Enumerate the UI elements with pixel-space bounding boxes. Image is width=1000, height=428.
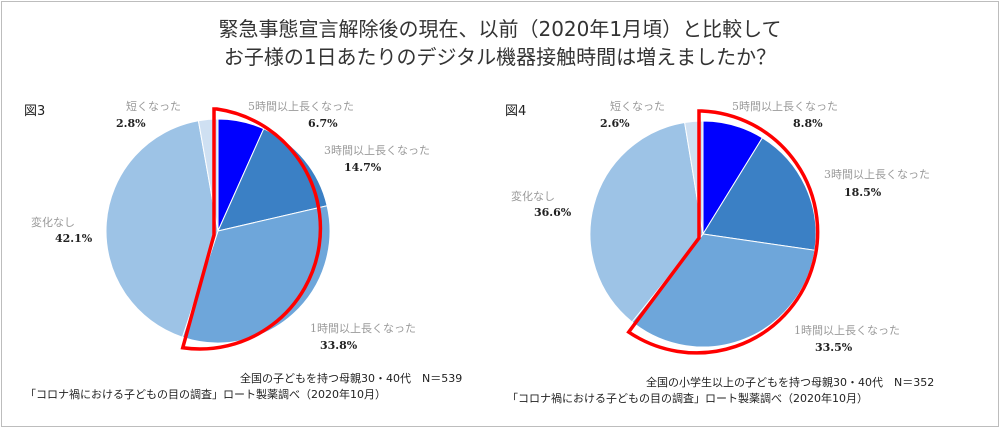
figure-4-label: 図4 — [505, 104, 527, 119]
fig3-label-nochange: 変化なし — [31, 216, 75, 229]
fig3-value-shorter: 2.8% — [116, 117, 146, 130]
fig4-label-5h: 5時間以上長くなった — [732, 100, 838, 113]
fig3-highlight-outline — [180, 107, 323, 351]
fig3-value-5h: 6.7% — [308, 117, 338, 130]
fig4-note-source: 「コロナ禍における子どもの目の調査」ロート製薬調べ（2020年10月） — [507, 392, 868, 405]
fig3-slice-3 — [105, 120, 219, 338]
fig3-value-3h: 14.7% — [344, 161, 382, 174]
fig3-label-shorter: 短くなった — [126, 100, 181, 113]
fig4-slice-3 — [589, 121, 704, 323]
fig3-value-nochange: 42.1% — [55, 232, 93, 245]
fig3-label-1h: 1時間以上長くなった — [310, 322, 416, 335]
fig4-label-shorter: 短くなった — [610, 100, 665, 113]
fig4-label-nochange: 変化なし — [511, 190, 555, 203]
fig4-value-nochange: 36.6% — [534, 206, 572, 219]
fig4-value-shorter: 2.6% — [600, 117, 630, 130]
title-line-1: 緊急事態宣言解除後の現在、以前（2020年1月頃）と比較して — [218, 17, 782, 41]
fig3-label-3h: 3時間以上長くなった — [324, 144, 430, 157]
figure-3-label: 図3 — [24, 104, 46, 119]
fig3-value-1h: 33.8% — [320, 339, 358, 352]
fig4-note-respondents: 全国の小学生以上の子どもを持つ母親30・40代 N＝352 — [646, 376, 935, 389]
fig4-value-1h: 33.5% — [815, 341, 853, 354]
title-line-2: お子様の1日あたりのデジタル機器接触時間は増えましたか？ — [223, 45, 777, 69]
fig3-slice-2 — [181, 205, 331, 344]
fig4-value-5h: 8.8% — [793, 117, 823, 130]
fig4-label-3h: 3時間以上長くなった — [824, 168, 930, 181]
fig3-note-respondents: 全国の子どもを持つ母親30・40代 N＝539 — [240, 372, 463, 385]
fig4-value-3h: 18.5% — [844, 186, 882, 199]
fig3-label-5h: 5時間以上長くなった — [248, 100, 354, 113]
fig4-label-1h: 1時間以上長くなった — [794, 324, 900, 337]
fig4-highlight-outline — [626, 109, 820, 355]
fig3-note-source: 「コロナ禍における子どもの目の調査」ロート製薬調べ（2020年10月） — [25, 388, 386, 401]
